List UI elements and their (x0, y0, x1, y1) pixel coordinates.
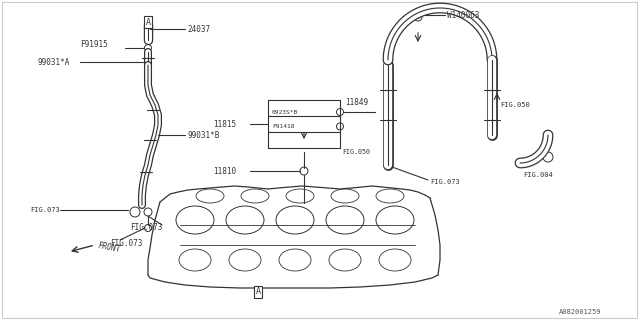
Text: 0923S*B: 0923S*B (272, 109, 298, 115)
Text: A: A (255, 287, 260, 297)
Text: W140063: W140063 (447, 11, 479, 20)
Text: 11815: 11815 (213, 119, 236, 129)
Text: FRONT: FRONT (97, 242, 122, 254)
Text: F91915: F91915 (80, 39, 108, 49)
Text: FIG.073: FIG.073 (430, 179, 460, 185)
Text: FIG.050: FIG.050 (342, 149, 370, 155)
Text: 11810: 11810 (213, 166, 236, 175)
Text: FIG.004: FIG.004 (523, 172, 553, 178)
Text: F91418: F91418 (272, 124, 294, 129)
Text: 99031*A: 99031*A (38, 58, 70, 67)
Text: 99031*B: 99031*B (187, 131, 220, 140)
Text: FIG.073: FIG.073 (110, 238, 142, 247)
Text: A: A (145, 18, 150, 27)
Text: A082001259: A082001259 (559, 309, 601, 315)
Text: FIG.073: FIG.073 (30, 207, 60, 213)
Text: FIG.050: FIG.050 (500, 102, 530, 108)
Text: FIG.073: FIG.073 (130, 222, 163, 231)
Text: 11849: 11849 (345, 98, 368, 107)
Text: 24037: 24037 (187, 25, 210, 34)
